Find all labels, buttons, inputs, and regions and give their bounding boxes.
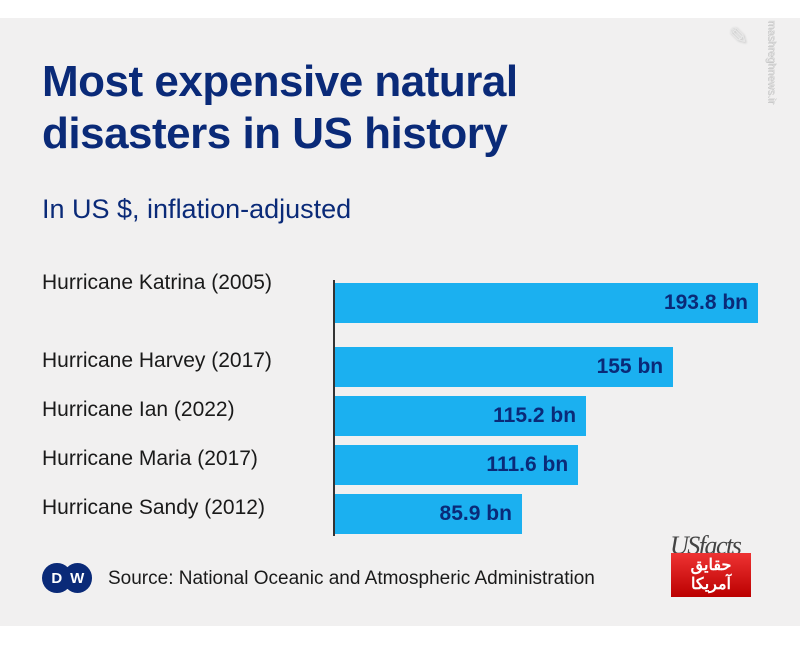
- data-label: 155 bn: [596, 355, 664, 378]
- data-label: 85.9 bn: [439, 502, 512, 525]
- bar: 85.9 bn: [334, 494, 522, 534]
- bar: 111.6 bn: [334, 445, 579, 485]
- data-label: 111.6 bn: [486, 453, 569, 476]
- bar: 115.2 bn: [334, 396, 587, 436]
- usfacts-arabic-badge: حقایق آمریکا: [671, 553, 751, 597]
- category-label: Hurricane Maria (2017): [42, 447, 258, 470]
- watermark-logo: ✎: [728, 23, 749, 50]
- category-label: Hurricane Sandy (2012): [42, 496, 265, 519]
- watermark-text: mashreghnews.ir: [766, 20, 778, 104]
- source-note: Source: National Oceanic and Atmospheric…: [108, 568, 595, 589]
- data-label: 193.8 bn: [663, 291, 748, 314]
- data-label: 115.2 bn: [493, 404, 577, 427]
- category-label: Hurricane Harvey (2017): [42, 349, 272, 372]
- y-axis-line: [333, 280, 335, 536]
- bar: 155 bn: [334, 347, 674, 387]
- chart-title: Most expensive natural disasters in US h…: [42, 57, 518, 158]
- dw-logo-w: W: [62, 563, 92, 593]
- category-label: Hurricane Katrina (2005): [42, 271, 272, 294]
- bar: 193.8 bn: [334, 283, 758, 323]
- dw-logo: D W: [42, 563, 92, 595]
- chart-subtitle: In US $, inflation-adjusted: [42, 194, 352, 224]
- category-label: Hurricane Ian (2022): [42, 398, 235, 421]
